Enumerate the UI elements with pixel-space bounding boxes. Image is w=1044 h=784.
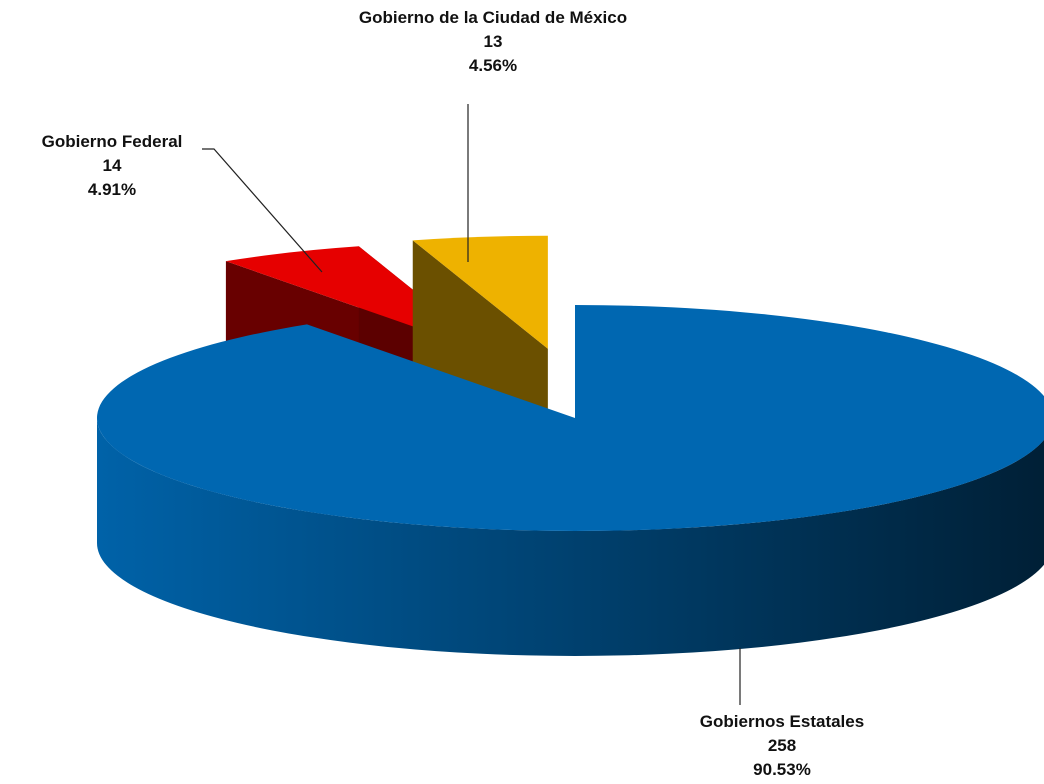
label-percent: 4.91% bbox=[87, 180, 137, 199]
leader-line bbox=[202, 148, 323, 273]
label-percent: 4.56% bbox=[468, 56, 518, 75]
label-category: Gobiernos Estatales bbox=[699, 712, 865, 731]
label-percent: 90.53% bbox=[753, 760, 811, 779]
slice-top bbox=[97, 305, 1044, 531]
label-category: Gobierno de la Ciudad de México bbox=[358, 8, 628, 27]
label-value: 258 bbox=[767, 736, 797, 755]
pie-slice bbox=[97, 305, 1044, 656]
label-value: 14 bbox=[102, 156, 122, 175]
data-label: Gobierno de la Ciudad de México 13 4.56% bbox=[348, 6, 638, 78]
label-category: Gobierno Federal bbox=[41, 132, 183, 151]
slice-wall bbox=[97, 418, 1044, 656]
slice-top bbox=[412, 235, 548, 349]
data-label: Gobierno Federal 14 4.91% bbox=[2, 130, 222, 202]
label-value: 13 bbox=[483, 32, 503, 51]
data-label: Gobiernos Estatales 258 90.53% bbox=[632, 710, 932, 782]
slices bbox=[97, 235, 1044, 656]
